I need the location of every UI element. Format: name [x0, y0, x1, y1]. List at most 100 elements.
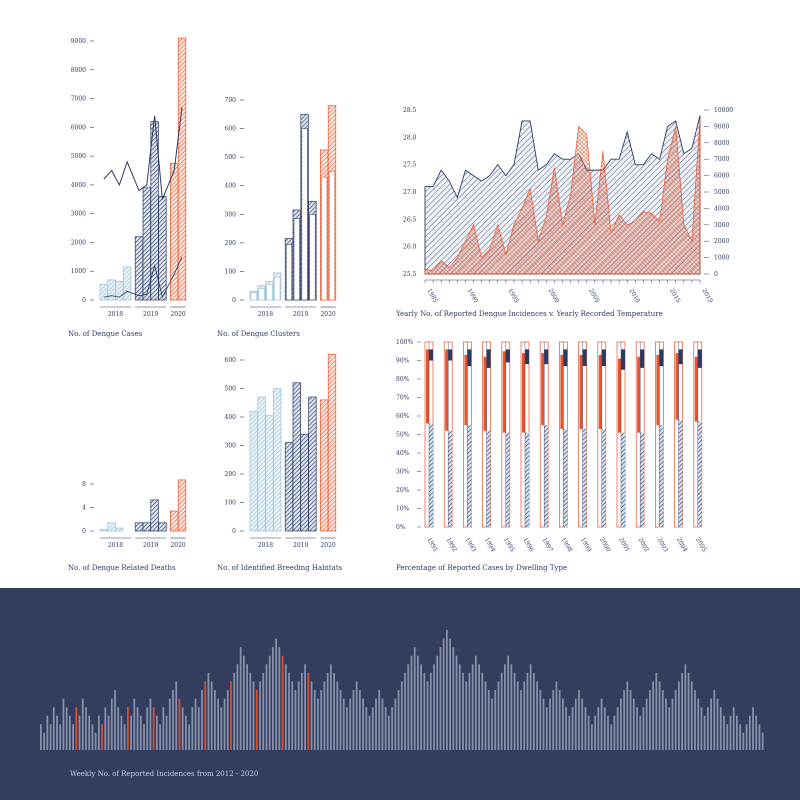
incid-ytick-6: 6000	[714, 173, 729, 180]
dwell-bar-top-7	[563, 349, 568, 367]
weekly-bar-193	[661, 690, 664, 750]
weekly-bar-109	[391, 707, 393, 750]
weekly-bar-69	[262, 672, 265, 750]
bar-0-3	[123, 266, 132, 301]
temp-ytick-1: 26.0	[403, 244, 417, 251]
weekly-bar-106	[381, 698, 384, 750]
weekly-bar-162	[562, 698, 564, 750]
dwell-bar-top-5	[525, 349, 529, 365]
weekly-bar-175	[603, 707, 606, 750]
year-label-0-2: 2020	[170, 311, 185, 318]
dwell-bar-bottom-3	[486, 430, 491, 527]
temp-xtick-0: 1985	[425, 288, 439, 305]
weekly-bar-207	[707, 707, 709, 750]
weekly-bar-191	[655, 672, 658, 750]
bar-0-4	[134, 236, 144, 301]
dwell-bar-red-10	[618, 358, 621, 433]
weekly-bar-47	[191, 707, 194, 750]
weekly-bar-187	[642, 707, 645, 750]
weekly-bar-174	[600, 698, 603, 750]
weekly-bar-71	[268, 655, 271, 750]
weekly-bar-127	[449, 638, 451, 750]
weekly-bar-122	[433, 664, 435, 750]
weekly-bar-104	[375, 698, 377, 750]
weekly-bar-151	[526, 672, 529, 750]
bar-3-7	[308, 396, 317, 532]
dwell-ytick-7: 70%	[396, 395, 410, 402]
cases-overlay-line	[103, 107, 183, 200]
weekly-bar-194	[665, 698, 667, 750]
weekly-bar-139	[487, 690, 490, 750]
incid-ytick-7: 7000	[714, 156, 729, 163]
weekly-bar-9	[69, 715, 71, 750]
temp-xtick-2: 1995	[506, 288, 520, 305]
year-label-3-1: 2019	[293, 542, 308, 549]
weekly-bar-56	[220, 707, 223, 750]
weekly-bar-200	[684, 664, 687, 750]
weekly-bar-179	[616, 707, 619, 750]
weekly-bar-143	[500, 672, 503, 750]
weekly-bar-5	[56, 715, 58, 750]
weekly-bar-12	[78, 715, 81, 750]
dwell-bar-red-2	[464, 354, 468, 426]
dwell-bar-bottom-5	[525, 432, 529, 527]
dwell-bar-red-9	[598, 354, 602, 429]
weekly-bar-94	[342, 698, 345, 750]
weekly-bar-135	[475, 655, 477, 750]
weekly-bar-60	[233, 672, 236, 750]
weekly-bar-86	[317, 698, 319, 750]
dwell-bar-bottom-8	[582, 428, 587, 527]
weekly-bar-117	[417, 655, 419, 750]
weekly-bar-144	[504, 664, 506, 750]
inner-bar-1-2	[266, 283, 273, 301]
year-label-1-1: 2019	[293, 311, 308, 318]
weekly-bar-81	[301, 672, 303, 750]
dwell-bar-top-10	[621, 349, 625, 370]
weekly-panel-background	[0, 588, 800, 800]
ytick-1-5: 500	[225, 154, 237, 161]
weekly-bar-156	[542, 698, 545, 750]
dwell-bar-bottom-14	[697, 421, 702, 527]
temp-xtick-6: 2015	[668, 288, 682, 305]
ytick-1-3: 300	[225, 211, 237, 218]
dwell-bar-red-11	[637, 356, 641, 433]
weekly-bar-147	[513, 672, 516, 750]
bar-2-0	[99, 528, 108, 532]
weekly-bar-155	[539, 690, 542, 750]
weekly-bar-146	[510, 664, 513, 750]
weekly-bar-37	[159, 724, 161, 750]
weekly-bar-89	[326, 672, 329, 750]
weekly-bar-73	[275, 638, 277, 750]
weekly-bar-159	[552, 690, 555, 750]
dwell-bar-bottom-0	[429, 423, 433, 527]
weekly-bar-21	[107, 715, 110, 750]
ytick-3-5: 500	[225, 386, 237, 393]
weekly-bar-171	[591, 724, 593, 750]
dwell-bar-top-11	[640, 349, 645, 368]
bar-3-3	[273, 388, 282, 532]
dwell-ytick-2: 20%	[396, 487, 410, 494]
dwell-xtick-3: 1994	[483, 537, 497, 554]
weekly-bar-87	[320, 690, 323, 750]
weekly-bar-173	[597, 707, 600, 750]
dwell-xtick-9: 2000	[598, 537, 612, 554]
weekly-bar-32	[143, 724, 145, 750]
dwell-bar-bottom-2	[467, 425, 472, 527]
weekly-bar-217	[739, 724, 741, 750]
temp-xtick-1: 1990	[466, 288, 480, 305]
dwell-bar-red-12	[656, 354, 660, 426]
weekly-bar-140	[491, 698, 493, 750]
weekly-bar-80	[297, 681, 300, 750]
weekly-bar-203	[694, 690, 696, 750]
bar-3-5	[292, 382, 301, 532]
weekly-bar-31	[139, 715, 142, 750]
weekly-bar-0	[40, 724, 42, 750]
weekly-bar-186	[639, 715, 642, 750]
dwell-bar-top-12	[659, 349, 664, 367]
dwell-xtick-8: 1999	[579, 537, 593, 554]
ytick-0-1: 1000	[71, 268, 86, 275]
dwell-bar-red-0	[426, 349, 429, 424]
weekly-bar-67	[255, 690, 258, 750]
weekly-bar-145	[507, 655, 509, 750]
weekly-bar-164	[568, 715, 571, 750]
